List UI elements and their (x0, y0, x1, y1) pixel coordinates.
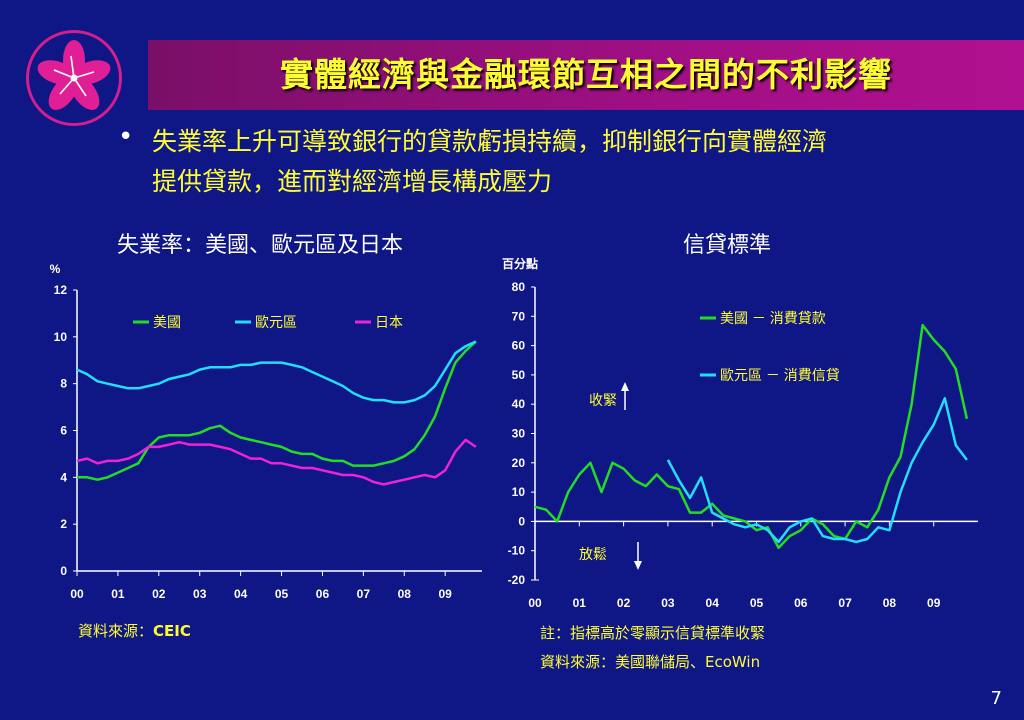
right-chart-source: 資料來源：美國聯儲局、EcoWin (540, 653, 761, 671)
left-chart-y-tick-label: 8 (60, 377, 67, 391)
left-source-name: CEIC (153, 622, 191, 640)
left-chart-x-tick-label: 00 (70, 587, 84, 601)
left-chart-series-line (76, 438, 477, 486)
page-number: 7 (990, 688, 1002, 709)
left-chart-y-tick-label: 4 (60, 470, 67, 484)
right-chart-y-tick-label: 60 (512, 339, 526, 353)
right-chart-series-line (666, 397, 968, 544)
left-chart-y-tick-label: 10 (54, 330, 68, 344)
right-chart-y-tick-label: 50 (512, 368, 526, 382)
loosen-arrow-head (634, 561, 642, 570)
left-chart-x-tick-label: 02 (152, 587, 166, 601)
right-chart-legend-label: 歐元區 － 消費信貸 (720, 367, 840, 383)
tighten-label: 收緊 (589, 392, 617, 408)
bauhinia-icon (37, 40, 111, 110)
bullet-line-1: 失業率上升可導致銀行的貸款虧損持續，抑制銀行向實體經濟 (152, 127, 828, 156)
right-chart-x-tick-label: 09 (927, 596, 941, 610)
loosen-label: 放鬆 (579, 546, 607, 562)
right-chart-legend-label: 美國 － 消費貸款 (720, 310, 826, 326)
right-chart-y-tick-label: 70 (512, 309, 526, 323)
left-chart-x-tick-label: 05 (275, 587, 289, 601)
bauhinia-logo (26, 30, 122, 126)
left-chart-series-line (76, 340, 477, 404)
left-chart-legend-label: 歐元區 (255, 314, 297, 330)
right-chart-series-line (534, 323, 969, 550)
left-chart-x-tick-label: 04 (234, 587, 248, 601)
right-chart-y-tick-label: -10 (508, 544, 526, 558)
left-chart-y-tick-label: 2 (60, 517, 67, 531)
left-chart-y-tick-label: 0 (60, 564, 67, 578)
credit-standards-chart: -20 -10 0 10 20 30 40 50 60 70 80 百分點 00 01 02 03 04 05 06… (502, 256, 978, 610)
tighten-arrow-head (621, 382, 629, 391)
left-chart-legend-label: 美國 (153, 314, 181, 330)
left-source-label: 資料來源： (78, 622, 154, 640)
right-chart-x-tick-label: 04 (706, 596, 720, 610)
right-chart-x-tick-label: 07 (838, 596, 852, 610)
right-chart-y-tick-label: 20 (512, 456, 526, 470)
bullet-marker: • (118, 122, 134, 152)
right-chart-y-tick-label: -20 (508, 573, 526, 587)
right-chart-x-tick-label: 01 (573, 596, 587, 610)
right-chart-x-tick-label: 02 (617, 596, 631, 610)
bullet-line-2: 提供貸款，進而對經濟增長構成壓力 (152, 167, 553, 196)
right-chart-x-tick-label: 03 (661, 596, 675, 610)
left-chart-x-tick-label: 07 (357, 587, 371, 601)
left-chart-y-tick-label: 6 (60, 424, 67, 438)
bullet-text: 失業率上升可導致銀行的貸款虧損持續，抑制銀行向實體經濟 提供貸款，進而對經濟增長… (152, 122, 972, 202)
left-chart-x-tick-label: 06 (316, 587, 330, 601)
left-chart-y-axis-label: % (50, 262, 61, 276)
left-chart-x-tick-label: 01 (111, 587, 125, 601)
right-chart-y-tick-label: 0 (518, 514, 525, 528)
right-chart-y-tick-label: 10 (512, 485, 526, 499)
right-chart-x-tick-label: 06 (794, 596, 808, 610)
right-chart-y-tick-label: 80 (512, 280, 526, 294)
right-chart-x-tick-label: 00 (528, 596, 542, 610)
right-chart-x-tick-label: 08 (883, 596, 897, 610)
left-chart-series-line (77, 340, 477, 481)
left-chart-title: 失業率：美國、歐元區及日本 (117, 233, 404, 258)
right-chart-x-tick-label: 05 (750, 596, 764, 610)
left-chart-x-tick-label: 08 (398, 587, 412, 601)
right-chart-note: 註：指標高於零顯示信貸標準收緊 (540, 624, 766, 642)
left-chart-legend-label: 日本 (375, 314, 403, 330)
left-chart-source: 資料來源：CEIC (78, 620, 191, 641)
right-chart-y-axis-label: 百分點 (502, 256, 538, 271)
right-chart-y-tick-label: 30 (512, 427, 526, 441)
left-chart-y-tick-label: 12 (54, 283, 68, 297)
right-chart-y-tick-label: 40 (512, 397, 526, 411)
left-chart-x-tick-label: 09 (439, 587, 453, 601)
title-bar (148, 40, 1024, 110)
left-chart-x-tick-label: 03 (193, 587, 207, 601)
right-chart-title: 信貸標準 (683, 233, 772, 258)
page-title: 實體經濟與金融環節互相之間的不利影響 (280, 55, 892, 94)
